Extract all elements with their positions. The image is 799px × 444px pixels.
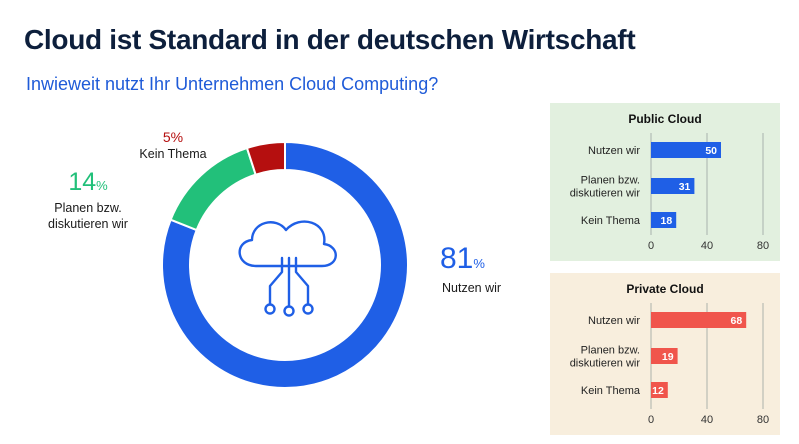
public-cloud-bar-chart: 0 40 80 Nutzen wir 50 Planen bzw.diskutieren … [570,133,769,252]
slice-label-nutzen: 81% Nutzen wir [426,243,522,296]
bar [651,178,695,194]
x-tick-label: 40 [701,414,713,426]
bar-value-label: 50 [705,145,717,157]
bar [651,212,677,228]
panel-title: Private Cloud [626,282,704,296]
donut-slice-kein [245,140,286,176]
page-title: Cloud ist Standard in der deutschen Wirt… [24,24,636,55]
bar-value-label: 68 [731,315,743,327]
x-tick-label: 80 [757,240,769,252]
slice-percent-nutzen: 81% [426,243,522,280]
x-tick-label: 80 [757,414,769,426]
private-cloud-panel: Private Cloud 0 40 80 Nutzen wir 68 Planen bz… [550,273,780,435]
slice-percent-sign: % [473,256,485,271]
bar [651,142,721,158]
slice-percent-kein-thema: 5% [118,129,228,146]
category-label: Kein Thema [581,215,641,227]
bar [651,382,668,398]
slice-percent-planen: 14% [18,168,158,200]
bar [651,312,747,328]
slice-text: Kein Thema [139,147,207,161]
category-label: Kein Thema [581,385,641,397]
panel-title: Public Cloud [628,112,702,126]
public-cloud-panel: Public Cloud 0 40 80 Nutzen wir 50 Planen bzw… [550,103,780,261]
bar-value-label: 18 [661,215,673,227]
x-tick-label: 0 [648,240,654,252]
bar-value-label: 12 [652,385,664,397]
slice-label-planen: 14% Planen bzw. diskutieren wir [18,168,158,232]
category-label: diskutieren wir [570,188,641,200]
bar-value-label: 31 [679,181,691,193]
slice-text: Nutzen wir [442,281,502,295]
slice-percent-value: 5% [162,129,184,145]
category-label: Nutzen wir [588,315,640,327]
slice-text-line-1: Planen bzw. [54,201,122,215]
slice-percent-value: 81 [440,242,474,275]
slice-percent-sign: % [96,178,108,193]
slice-percent-value: 14 [68,168,97,196]
cloud-circuit-icon [238,220,337,317]
category-label: Planen bzw. [581,175,640,187]
category-label: Nutzen wir [588,145,640,157]
bar [651,348,678,364]
category-label: diskutieren wir [570,358,641,370]
private-cloud-bar-chart: 0 40 80 Nutzen wir 68 Planen bzw.diskutieren … [570,303,769,426]
page-subtitle: Inwieweit nutzt Ihr Unternehmen Cloud Co… [26,74,439,94]
bar-value-label: 19 [662,351,674,363]
category-label: Planen bzw. [581,345,640,357]
donut-slice-nutzen [161,140,409,389]
x-tick-label: 40 [701,240,713,252]
slice-text-line-2: diskutieren wir [48,217,128,231]
slice-label-kein-thema: 5% Kein Thema [118,129,228,162]
x-tick-label: 0 [648,414,654,426]
